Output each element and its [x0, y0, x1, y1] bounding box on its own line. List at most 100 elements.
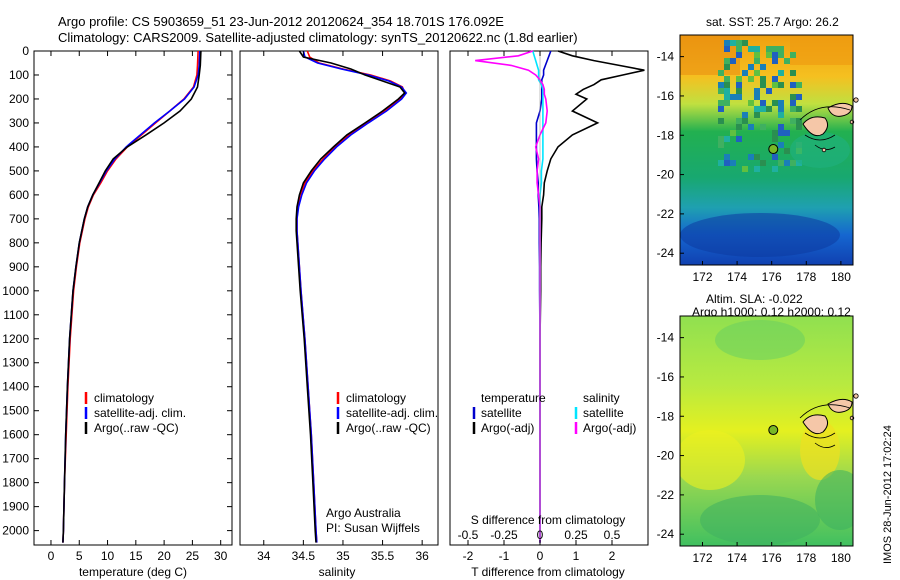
temperature-x-tick-label: 10: [101, 549, 115, 563]
depth-tick-label: 0: [22, 44, 29, 58]
sla-map-frame: [679, 315, 854, 547]
sst-pixel: [718, 100, 724, 106]
sst-pixel: [778, 124, 784, 130]
temperature-x-tick-label: 5: [76, 549, 83, 563]
sst-pixel: [754, 106, 760, 112]
sst-pixel: [772, 46, 778, 52]
difference-s-tick-label: -0.25: [490, 528, 518, 542]
temperature-plot-frame: [33, 50, 233, 546]
sst-pixel: [766, 46, 772, 52]
sla-map-x-tick-label: 180: [831, 551, 851, 565]
legend-sal-satellite: satellite: [583, 406, 624, 420]
sst-map-y-tick-label: -20: [657, 168, 675, 182]
sst-pixel: [754, 46, 760, 52]
sst-pixel: [736, 124, 742, 130]
sst-pixel: [754, 58, 760, 64]
argo-float-marker: [768, 144, 779, 155]
sst-map-x-tick-label: 178: [796, 270, 816, 284]
difference-x-tick-label: 2: [609, 549, 616, 563]
sla-map-title-1: Altim. SLA: -0.022: [706, 292, 803, 306]
sst-pixel: [754, 88, 760, 94]
salinity-series-argo-raw-qc-: [295, 50, 406, 543]
sst-pixel: [724, 46, 730, 52]
sst-pixel: [718, 136, 724, 142]
sst-pixel: [724, 160, 730, 166]
sst-pixel: [748, 76, 754, 82]
sst-pixel: [760, 124, 766, 130]
legend-temperature-header: temperature: [481, 391, 546, 405]
sst-pixel: [730, 40, 736, 46]
sst-pixel: [754, 52, 760, 58]
sst-map-y-tick-label: -18: [657, 128, 675, 142]
sst-map-y-tick-label: -14: [657, 50, 675, 64]
sst-map-y-tick-label: -16: [657, 89, 675, 103]
difference-x-tick-label: 0: [537, 549, 544, 563]
sst-pixel: [742, 40, 748, 46]
temperature-x-tick-label: 30: [214, 549, 228, 563]
difference-s-tick-label: 0.25: [564, 528, 588, 542]
sla-map-x-tick-label: 178: [796, 551, 816, 565]
temperature-x-tick-label: 0: [48, 549, 55, 563]
sst-pixel: [748, 46, 754, 52]
sst-pixel: [796, 82, 802, 88]
legend-salinity-header: salinity: [583, 391, 620, 405]
depth-tick-label: 300: [9, 116, 29, 130]
difference-x-tick-label: -1: [499, 549, 510, 563]
sst-pixel: [778, 82, 784, 88]
salinity-legend-climatology: climatology: [346, 391, 406, 405]
sst-pixel: [772, 52, 778, 58]
sst-pixel: [748, 64, 754, 70]
sla-low-patch: [715, 320, 805, 360]
salinity-legend-argo: Argo(..raw -QC): [346, 421, 431, 435]
sst-pixel: [718, 142, 724, 148]
sst-pixel: [730, 130, 736, 136]
sst-pixel: [724, 64, 730, 70]
difference-s-tick-label: 0: [537, 528, 544, 542]
sst-pixel: [742, 166, 748, 172]
sst-map-x-tick-label: 172: [692, 270, 712, 284]
depth-tick-label: 200: [9, 92, 29, 106]
sst-pixel: [790, 82, 796, 88]
sst-pixel: [778, 106, 784, 112]
difference-legend: temperature salinity satellite Argo(-adj…: [472, 391, 636, 435]
salinity-legend-satellite: satellite-adj. clim.: [346, 406, 438, 420]
depth-tick-label: 2000: [2, 524, 29, 538]
depth-tick-label: 100: [9, 68, 29, 82]
small-island: [853, 393, 859, 399]
sst-map-title: sat. SST: 25.7 Argo: 26.2: [706, 15, 839, 29]
s-difference-x-label: S difference from climatology: [471, 513, 626, 527]
sst-pixel: [742, 118, 748, 124]
depth-tick-label: 500: [9, 164, 29, 178]
salinity-annotation-institution: Argo Australia: [326, 506, 401, 520]
sst-pixel: [730, 58, 736, 64]
depth-tick-label: 400: [9, 140, 29, 154]
sst-pixel: [796, 160, 802, 166]
sst-pixel: [724, 76, 730, 82]
title-line-1: Argo profile: CS 5903659_51 23-Jun-2012 …: [58, 14, 504, 29]
sst-pixel: [760, 100, 766, 106]
sst-pixel: [724, 154, 730, 160]
sst-pixel: [736, 46, 742, 52]
salinity-plot-frame: [239, 50, 439, 546]
sst-pixel: [736, 40, 742, 46]
depth-tick-label: 600: [9, 188, 29, 202]
sst-pixel: [790, 70, 796, 76]
salinity-legend: climatology satellite-adj. clim. Argo(..…: [336, 391, 438, 435]
temperature-x-label: temperature (deg C): [79, 565, 187, 579]
sst-pixel: [772, 130, 778, 136]
sst-pixel: [736, 76, 742, 82]
depth-tick-label: 800: [9, 236, 29, 250]
sst-pixel: [772, 166, 778, 172]
sst-pixel: [778, 100, 784, 106]
sst-pixel: [760, 160, 766, 166]
sst-pixel: [772, 76, 778, 82]
sla-map-x-tick-label: 176: [762, 551, 782, 565]
sst-pixel: [790, 100, 796, 106]
sla-map-x-tick-label: 172: [692, 551, 712, 565]
sst-pixel: [748, 100, 754, 106]
sst-pixel: [772, 154, 778, 160]
sst-pixel: [718, 160, 724, 166]
sst-pixel: [724, 58, 730, 64]
sla-map-x-tick-label: 174: [727, 551, 747, 565]
depth-tick-label: 1700: [2, 452, 29, 466]
